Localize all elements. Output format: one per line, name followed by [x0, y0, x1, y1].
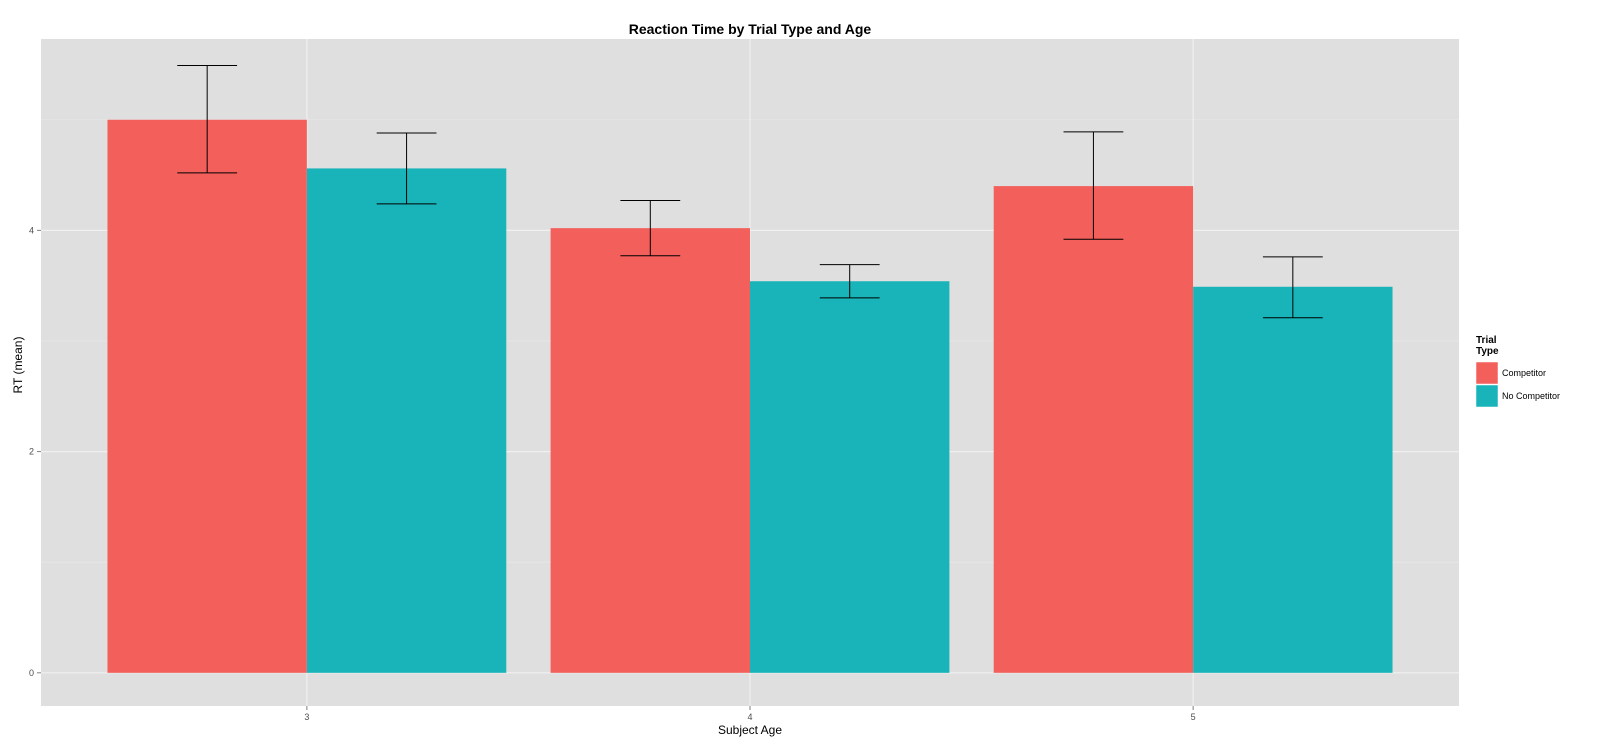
y-tick-label: 0	[29, 668, 34, 678]
legend-title-line: Type	[1476, 346, 1499, 357]
error-bar-no-competitor-age-5	[1262, 256, 1323, 319]
plot-panel	[41, 39, 1459, 706]
legend-key-no-competitor	[1475, 384, 1499, 408]
bar-no-competitor-age-3	[306, 168, 507, 673]
y-axis: 0 2 4	[29, 225, 41, 678]
legend: Trial Type Competitor No Competitor	[1475, 335, 1560, 408]
legend-key-competitor	[1475, 361, 1499, 385]
y-tick-label: 4	[29, 225, 34, 235]
x-tick-label: 4	[747, 712, 752, 722]
legend-title: Trial Type	[1476, 335, 1499, 357]
error-bar-competitor-age-5	[1063, 131, 1124, 240]
x-axis-label: Subject Age	[718, 723, 782, 737]
legend-label-competitor: Competitor	[1502, 368, 1546, 378]
x-axis: 3 4 5	[304, 706, 1196, 722]
bars-group	[107, 119, 1393, 673]
error-bar-no-competitor-age-4	[819, 264, 880, 299]
error-bar-competitor-age-4	[620, 199, 681, 257]
bar-competitor-age-5	[993, 186, 1194, 673]
y-axis-label: RT (mean)	[11, 337, 25, 394]
bar-competitor-age-4	[550, 228, 750, 673]
error-bar-competitor-age-3	[177, 65, 238, 174]
bar-no-competitor-age-5	[1193, 286, 1393, 673]
error-bar-no-competitor-age-3	[376, 132, 437, 205]
bar-competitor-age-3	[107, 119, 307, 673]
x-tick-label: 3	[304, 712, 309, 722]
legend-label-no-competitor: No Competitor	[1502, 391, 1560, 401]
legend-title-line: Trial	[1476, 335, 1497, 346]
y-tick-label: 2	[29, 447, 34, 457]
x-tick-label: 5	[1191, 712, 1196, 722]
chart-title: Reaction Time by Trial Type and Age	[629, 21, 872, 37]
error-bars-group	[177, 65, 1323, 319]
bar-no-competitor-age-4	[750, 281, 950, 673]
